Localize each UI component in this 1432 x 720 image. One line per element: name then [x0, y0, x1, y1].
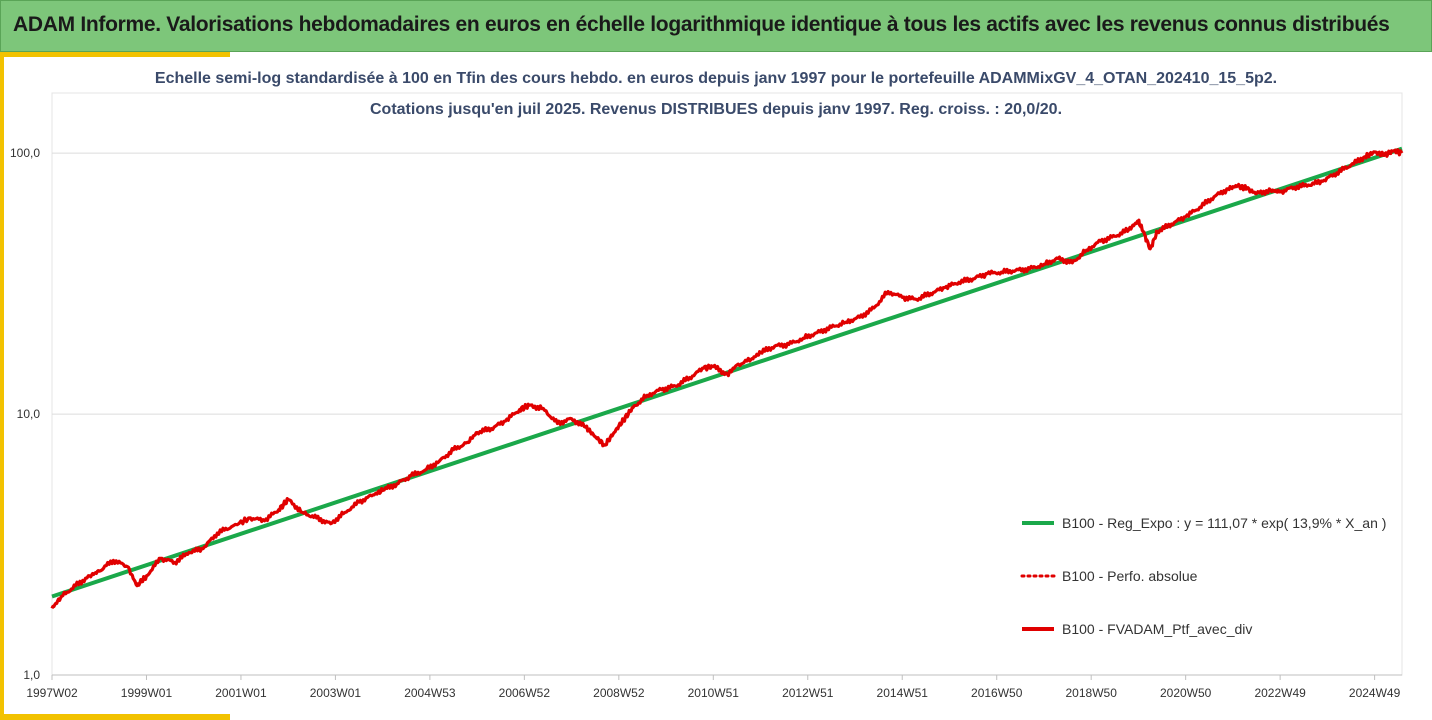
- x-tick-label: 1999W01: [121, 686, 173, 700]
- legend-entry: B100 - Reg_Expo : y = 111,07 * exp( 13,9…: [1062, 515, 1386, 531]
- accent-bar-bottom: [0, 714, 230, 720]
- x-tick-label: 2003W01: [310, 686, 362, 700]
- series-line-portfolio: [50, 148, 1404, 610]
- x-tick-label: 2001W01: [215, 686, 267, 700]
- x-tick-label: 2004W53: [404, 686, 456, 700]
- plot-area: [51, 92, 1403, 676]
- accent-bar-top: [0, 52, 230, 57]
- grid-layer: [51, 92, 1403, 676]
- series-layer: [50, 146, 1404, 610]
- x-tick-label: 2024W49: [1349, 686, 1401, 700]
- x-tick-label: 2016W50: [971, 686, 1023, 700]
- legend: B100 - Reg_Expo : y = 111,07 * exp( 13,9…: [1020, 515, 1386, 637]
- legend-entry: B100 - FVADAM_Ptf_avec_div: [1062, 621, 1252, 637]
- x-tick-label: 2012W51: [782, 686, 834, 700]
- legend-entry: B100 - Perfo. absolue: [1062, 568, 1198, 584]
- chart-title-line2: Cotations jusqu'en juil 2025. Revenus DI…: [369, 101, 1063, 118]
- x-tick-label: 2018W50: [1066, 686, 1118, 700]
- report-title: ADAM Informe. Valorisations hebdomadaire…: [13, 13, 1390, 36]
- x-tick-label: 2014W51: [877, 686, 929, 700]
- axis-layer: 100,0 10,0 1,0 1997W02 1999W01 2001W01 2003W01…: [10, 146, 1402, 700]
- x-tick-label: 2006W52: [499, 686, 551, 700]
- report-banner: ADAM Informe. Valorisations hebdomadaire…: [0, 0, 1432, 52]
- x-tick-label: 2020W50: [1160, 686, 1212, 700]
- x-tick-label: 2008W52: [593, 686, 645, 700]
- accent-bar-left: [0, 52, 4, 720]
- y-tick-label: 100,0: [10, 146, 40, 160]
- x-tick-label: 2022W49: [1254, 686, 1306, 700]
- chart-title-line1: Echelle semi-log standardisée à 100 en T…: [154, 70, 1278, 87]
- y-tick-label: 1,0: [23, 668, 40, 682]
- x-tick-label: 1997W02: [26, 686, 78, 700]
- x-tick-label: 2010W51: [688, 686, 740, 700]
- y-tick-label: 10,0: [17, 407, 41, 421]
